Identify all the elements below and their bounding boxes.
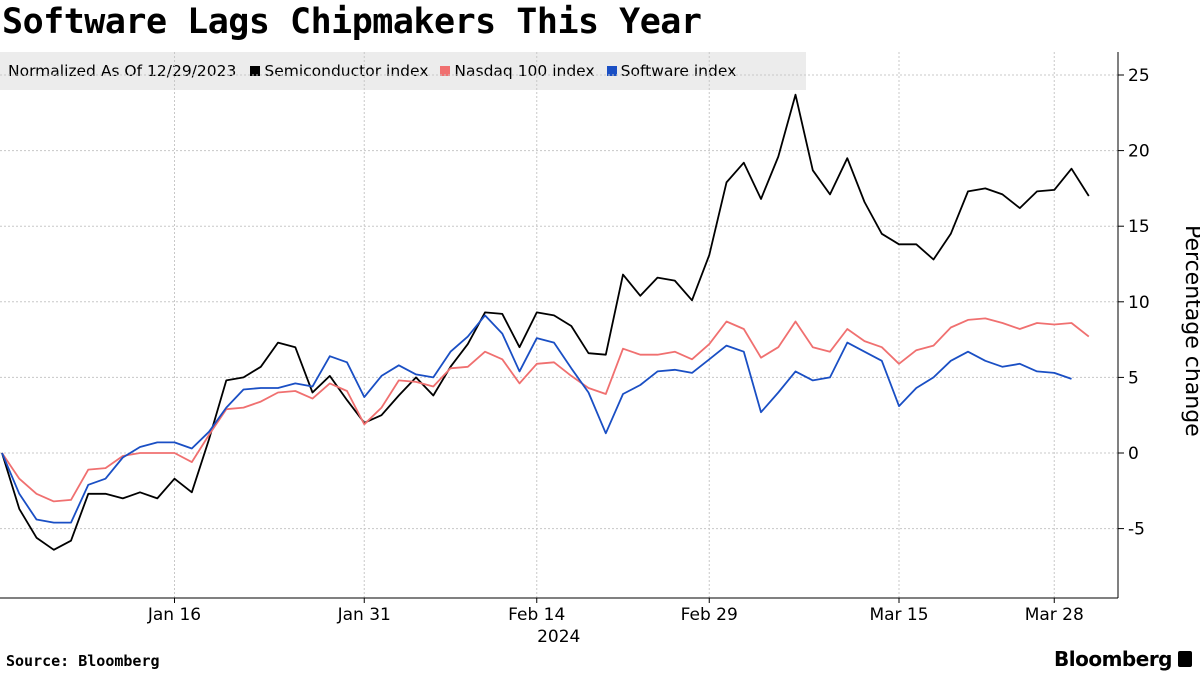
x-tick-label: Feb 14 [508, 605, 565, 625]
legend-swatch-software [606, 66, 617, 76]
x-tick-label: Feb 29 [681, 605, 738, 625]
semiconductor-line [1, 93, 1090, 551]
legend-swatch-semiconductor [250, 66, 261, 76]
x-tick-label: Mar 28 [1025, 605, 1084, 625]
legend-swatch-nasdaq [440, 66, 451, 76]
y-tick-label: 5 [1128, 368, 1139, 388]
x-tick-label: Mar 15 [869, 605, 928, 625]
source-note: Source: Bloomberg [6, 652, 160, 670]
nasdaq-100-line [1, 317, 1090, 503]
brand-name: Bloomberg [1054, 647, 1172, 671]
y-tick-label: -5 [1128, 520, 1145, 540]
bloomberg-logo: Bloomberg [1054, 647, 1192, 671]
x-tick-label: Jan 16 [147, 605, 201, 625]
y-axis-label: Percentage change [1180, 225, 1200, 437]
y-tick-label: 25 [1128, 66, 1150, 86]
software-line [1, 314, 1072, 524]
x-year-label: 2024 [537, 627, 580, 647]
chart-title: Software Lags Chipmakers This Year [2, 2, 702, 42]
y-tick-label: 10 [1128, 293, 1150, 313]
y-tick-label: 0 [1128, 444, 1139, 464]
y-tick-label: 20 [1128, 142, 1150, 162]
y-tick-label: 15 [1128, 217, 1150, 237]
bloomberg-terminal-icon [1178, 651, 1192, 667]
x-tick-label: Jan 31 [337, 605, 391, 625]
